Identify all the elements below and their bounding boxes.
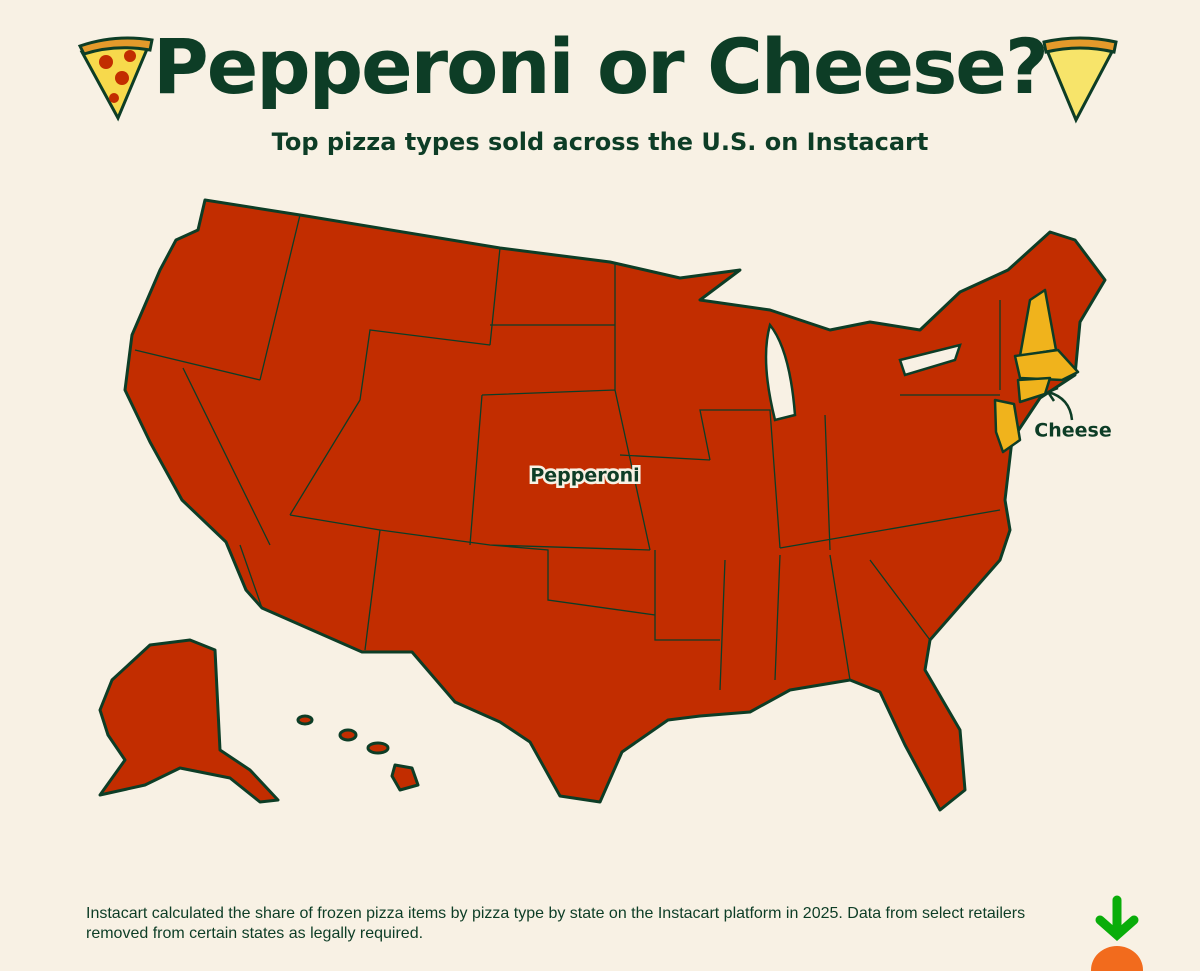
state-borders	[134, 214, 1001, 691]
pepperoni-slice-icon	[77, 36, 154, 122]
cheese-arrow	[1047, 390, 1074, 421]
cheese-slice-icon	[1042, 36, 1118, 124]
footnote: Instacart calculated the share of frozen…	[86, 905, 1026, 942]
hawaii	[296, 714, 420, 792]
cheese-label: Cheese	[1034, 420, 1111, 442]
logo	[1091, 895, 1143, 971]
pepperoni-label: Pepperoni	[530, 465, 639, 487]
great-lakes	[764, 322, 962, 422]
contiguous-us	[123, 198, 1107, 812]
cheese-states	[993, 288, 1080, 454]
alaska	[98, 638, 280, 804]
title: Pepperoni or Cheese?	[153, 22, 1049, 111]
cheese-arrow-head	[1046, 386, 1059, 402]
subtitle: Top pizza types sold across the U.S. on …	[271, 128, 929, 156]
